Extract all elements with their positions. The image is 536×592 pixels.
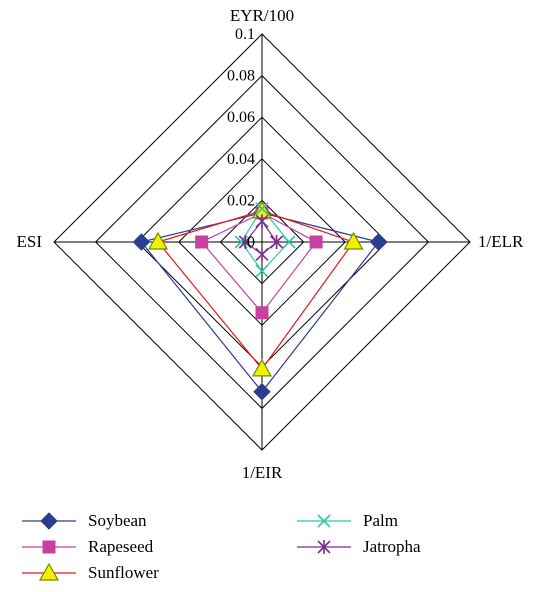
legend-item-soybean: Soybean — [20, 510, 147, 532]
series-point-soybean-3 — [132, 233, 151, 251]
series-line-sunflower — [156, 210, 355, 370]
legend-label-rapeseed: Rapeseed — [88, 537, 154, 556]
series-point-palm-1 — [282, 235, 296, 249]
series-point-soybean-2 — [253, 383, 271, 401]
axis-label-0: EYR/100 — [230, 6, 294, 25]
legend-swatch-rapeseed — [22, 540, 76, 554]
series-point-palm-0 — [255, 202, 269, 216]
tick-label-3: 0.06 — [227, 109, 255, 126]
legend-marker-soybean — [40, 512, 58, 530]
series-point-jatropha-1 — [269, 235, 284, 249]
series-point-jatropha-2 — [255, 247, 269, 262]
series-point-soybean-1 — [369, 233, 388, 251]
legend-item-jatropha: Jatropha — [295, 536, 421, 558]
legend-item-palm: Palm — [295, 510, 398, 532]
axis-label-3: ESI — [17, 232, 43, 251]
series-point-jatropha-3 — [238, 235, 252, 249]
legend-marker-palm — [317, 514, 331, 528]
legend-swatch-palm — [297, 514, 351, 528]
legend-label-jatropha: Jatropha — [363, 537, 421, 556]
series-point-rapeseed-2 — [255, 306, 269, 320]
axis-label-1: 1/ELR — [478, 232, 524, 251]
legend-label-soybean: Soybean — [88, 511, 147, 530]
legend-swatch-sunflower — [22, 562, 76, 581]
tick-label-5: 0.1 — [235, 26, 255, 43]
series-point-rapeseed-3 — [195, 235, 209, 249]
series-point-jatropha-0 — [255, 214, 269, 229]
series-point-sunflower-1 — [343, 231, 364, 250]
tick-label-0: 0 — [247, 234, 255, 251]
legend-swatch-soybean — [22, 512, 76, 530]
tick-label-1: 0.02 — [227, 192, 255, 209]
tick-label-4: 0.08 — [227, 68, 255, 85]
series-point-rapeseed-1 — [309, 235, 323, 249]
legend-label-palm: Palm — [363, 511, 398, 530]
marker-layer — [132, 200, 388, 401]
series-line-rapeseed — [200, 212, 317, 314]
series-point-sunflower-2 — [251, 358, 273, 377]
legend-marker-sunflower — [38, 562, 60, 581]
legend-swatch-jatropha — [297, 540, 351, 554]
series-point-sunflower-3 — [147, 231, 169, 250]
legend-label-sunflower: Sunflower — [88, 563, 159, 582]
legend-item-rapeseed: Rapeseed — [20, 536, 153, 558]
legend-marker-rapeseed — [42, 540, 56, 554]
tick-label-2: 0.04 — [227, 151, 255, 168]
legend: Soybean Rapeseed Sunflower Palm Jatropha — [20, 500, 520, 590]
legend-item-sunflower: Sunflower — [20, 562, 159, 584]
axis-label-2: 1/EIR — [242, 463, 283, 482]
legend-marker-jatropha — [317, 540, 331, 554]
series-point-palm-2 — [255, 264, 269, 278]
